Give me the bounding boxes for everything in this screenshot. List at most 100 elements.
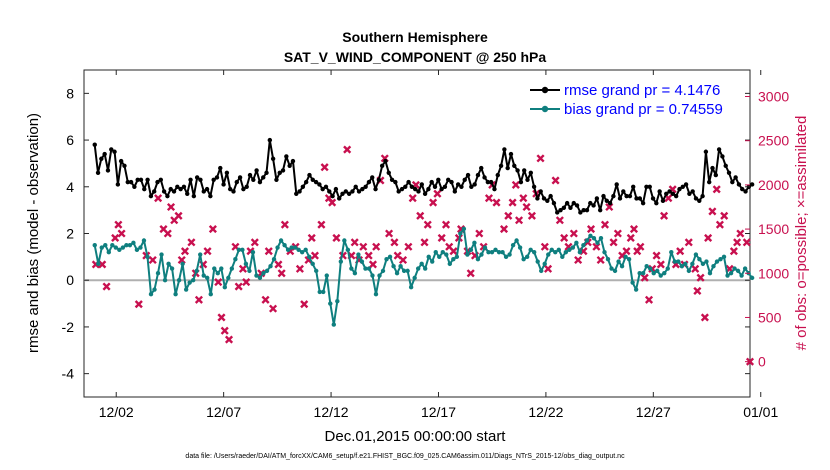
- obs-cross-stroke-b: [224, 335, 234, 344]
- obs-cross-stroke-b: [569, 229, 578, 238]
- obs-cross-stroke-b: [733, 238, 742, 247]
- bias-point: [567, 247, 572, 253]
- obs-count-marker: [660, 211, 669, 220]
- bias-point: [451, 256, 456, 262]
- bias-point: [626, 256, 632, 262]
- obs-cross-stroke-b: [423, 220, 432, 229]
- rmse-point: [360, 186, 365, 192]
- rmse-point: [485, 179, 491, 185]
- obs-count-marker: [560, 233, 569, 242]
- bias-point: [113, 245, 119, 250]
- obs-count-marker: [328, 198, 337, 207]
- rmse-point: [138, 177, 144, 182]
- y-tick-label: -2: [62, 319, 75, 335]
- rmse-point: [188, 177, 193, 182]
- rmse-point: [396, 189, 401, 194]
- bias-point: [148, 292, 154, 297]
- bias-point: [190, 278, 196, 283]
- bias-point: [335, 299, 340, 304]
- rmse-point: [198, 177, 203, 182]
- bias-point: [686, 268, 692, 274]
- obs-cross-stroke-b: [499, 225, 509, 234]
- rmse-point: [495, 172, 500, 178]
- rmse-point: [548, 193, 553, 199]
- rmse-point: [267, 137, 273, 143]
- bias-point: [577, 249, 583, 255]
- obs-cross-stroke-b: [449, 247, 458, 256]
- obs-cross-stroke-b: [626, 233, 635, 242]
- obs-count-marker: [729, 247, 738, 256]
- obs-cross-stroke-b: [264, 247, 273, 256]
- obs-count-marker: [280, 220, 289, 229]
- obs-count-marker: [385, 229, 394, 238]
- rmse-point: [300, 184, 306, 189]
- rmse-point: [191, 193, 197, 199]
- rmse-point: [330, 193, 335, 199]
- obs-cross-stroke-b: [660, 211, 669, 220]
- bias-point: [352, 271, 358, 276]
- bias-point: [563, 249, 569, 255]
- bias-point: [254, 273, 259, 278]
- obs-cross-stroke-b: [208, 225, 217, 234]
- obs-cross-stroke-b: [231, 242, 240, 251]
- bias-point: [676, 259, 681, 264]
- rmse-point: [601, 193, 606, 199]
- obs-count-marker: [404, 242, 413, 251]
- bias-point: [707, 271, 713, 276]
- obs-count-marker: [636, 242, 645, 251]
- bias-point: [690, 261, 695, 267]
- bias-point: [679, 264, 685, 269]
- obs-cross-stroke-b: [522, 202, 531, 212]
- obs-count-marker: [187, 238, 196, 247]
- obs-count-marker: [466, 269, 475, 278]
- bias-point: [398, 264, 403, 269]
- obs-cross-stroke-b: [560, 233, 569, 242]
- obs-count-marker: [693, 286, 702, 295]
- rmse-point: [194, 175, 200, 180]
- rmse-point: [204, 186, 210, 192]
- rmse-point: [650, 196, 656, 201]
- bias-point: [426, 254, 431, 260]
- obs-count-marker: [343, 145, 352, 154]
- rmse-point: [687, 191, 692, 196]
- obs-count-marker: [416, 211, 425, 220]
- bias-point: [486, 249, 491, 255]
- bias-point: [92, 242, 97, 248]
- bias-point: [110, 242, 115, 248]
- bias-point: [243, 261, 249, 267]
- bias-point: [598, 235, 604, 241]
- rmse-point: [611, 193, 616, 199]
- obs-cross-stroke-b: [250, 238, 259, 247]
- rmse-point: [317, 182, 322, 187]
- bias-point: [662, 271, 667, 276]
- bias-point: [500, 249, 505, 255]
- bias-point: [640, 271, 646, 276]
- obs-cross-stroke-b: [508, 198, 517, 207]
- obs-cross-stroke-b: [404, 242, 413, 251]
- obs-cross-stroke-b: [693, 286, 702, 295]
- obs-cross-stroke-b: [148, 255, 157, 265]
- rmse-point: [660, 198, 666, 203]
- bias-point: [591, 235, 597, 241]
- bias-point: [306, 254, 312, 260]
- y-tick-label: 8: [66, 85, 74, 101]
- rmse-point: [211, 177, 216, 182]
- obs-count-marker: [310, 251, 320, 260]
- obs-count-marker: [652, 251, 661, 260]
- obs-count-marker: [332, 233, 341, 242]
- obs-cross-stroke-b: [234, 282, 243, 291]
- rmse-point: [713, 172, 719, 178]
- rmse-point: [564, 200, 570, 206]
- rmse-point: [558, 207, 563, 213]
- obs-cross-stroke-b: [98, 260, 107, 269]
- rmse-point: [733, 175, 738, 180]
- bias-point: [349, 266, 354, 271]
- obs-count-marker: [111, 233, 120, 242]
- obs-count-marker: [508, 198, 517, 207]
- obs-count-marker: [224, 335, 234, 344]
- bias-point: [433, 249, 438, 255]
- x-tick-label: 12/27: [636, 404, 671, 420]
- rmse-point: [498, 163, 504, 168]
- bias-point: [152, 287, 157, 292]
- obs-count-marker: [475, 229, 484, 238]
